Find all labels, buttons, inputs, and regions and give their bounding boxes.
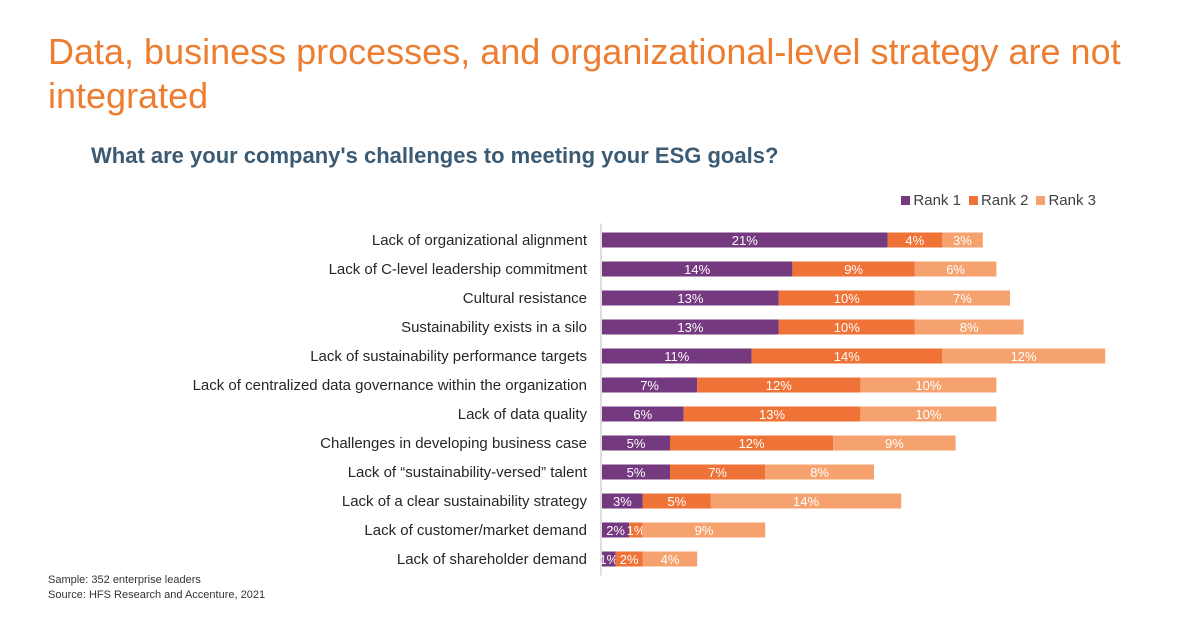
bar-rank-3-sustainability-exists-in-a-silo (914, 319, 1024, 335)
bar-rank-1-lack-of-shareholder-demand (602, 551, 616, 567)
bar-rank-3-lack-of-shareholder-demand (642, 551, 698, 567)
data-label-rank-2-lack-of-sustainability-versed-talent: 7% (708, 465, 727, 480)
legend-label-rank-1: Rank 1 (913, 192, 961, 209)
category-label-lack-of-a-clear-sustainability-strategy: Lack of a clear sustainability strategy (342, 493, 588, 510)
bar-rank-3-challenges-in-developing-business-case (833, 435, 956, 451)
bar-rank-3-lack-of-data-quality (860, 406, 997, 422)
bar-rank-3-lack-of-a-clear-sustainability-strategy (710, 493, 902, 509)
bar-rank-3-lack-of-customer-market-demand (642, 522, 766, 538)
bar-rank-2-challenges-in-developing-business-case (670, 435, 834, 451)
bar-rank-2-cultural-resistance (778, 290, 915, 306)
bar-rank-2-lack-of-organizational-alignment (887, 232, 942, 248)
bar-rank-2-lack-of-shareholder-demand (615, 551, 643, 567)
data-label-rank-3-lack-of-a-clear-sustainability-strategy: 14% (793, 494, 819, 509)
category-label-lack-of-data-quality: Lack of data quality (458, 406, 588, 423)
chart-legend: Rank 1 Rank 2 Rank 3 (901, 192, 1096, 209)
data-label-rank-2-lack-of-data-quality: 13% (759, 407, 785, 422)
data-label-rank-1-challenges-in-developing-business-case: 5% (627, 436, 646, 451)
bar-rank-1-lack-of-sustainability-versed-talent (602, 464, 670, 480)
legend-label-rank-3: Rank 3 (1048, 192, 1096, 209)
bar-rank-3-lack-of-c-level-leadership-commitment (914, 261, 997, 277)
data-label-rank-2-challenges-in-developing-business-case: 12% (739, 436, 765, 451)
data-label-rank-3-lack-of-sustainability-versed-talent: 8% (810, 465, 829, 480)
data-label-rank-3-lack-of-sustainability-performance-targets: 12% (1011, 349, 1037, 364)
data-label-rank-2-lack-of-a-clear-sustainability-strategy: 5% (667, 494, 686, 509)
data-label-rank-3-sustainability-exists-in-a-silo: 8% (960, 320, 979, 335)
bar-rank-2-lack-of-data-quality (683, 406, 861, 422)
bar-rank-1-lack-of-c-level-leadership-commitment (602, 261, 793, 277)
legend-swatch-rank-2 (968, 196, 978, 205)
chart-subtitle: What are your company's challenges to me… (91, 143, 779, 168)
data-label-rank-3-lack-of-centralized-data-governance-within-the-organization: 10% (915, 378, 941, 393)
bar-rank-1-sustainability-exists-in-a-silo (602, 319, 779, 335)
bar-rank-1-lack-of-data-quality (602, 406, 684, 422)
data-label-rank-3-lack-of-customer-market-demand: 9% (695, 523, 714, 538)
category-label-lack-of-shareholder-demand: Lack of shareholder demand (397, 551, 587, 568)
bar-rank-2-lack-of-c-level-leadership-commitment (792, 261, 915, 277)
bar-rank-2-lack-of-centralized-data-governance-within-the-organization (697, 377, 861, 393)
data-label-rank-2-lack-of-centralized-data-governance-within-the-organization: 12% (766, 378, 792, 393)
data-label-rank-1-lack-of-data-quality: 6% (633, 407, 652, 422)
sample-note: Sample: 352 enterprise leaders (48, 574, 201, 586)
bar-rank-2-lack-of-customer-market-demand (629, 522, 643, 538)
legend-swatch-rank-3 (1036, 196, 1046, 205)
category-label-lack-of-sustainability-versed-talent: Lack of “sustainability-versed” talent (348, 464, 588, 481)
legend-item-rank-2: Rank 2 (968, 192, 1029, 209)
bar-rank-2-lack-of-a-clear-sustainability-strategy (642, 493, 711, 509)
data-label-rank-1-cultural-resistance: 13% (677, 291, 703, 306)
bar-rank-2-lack-of-sustainability-versed-talent (670, 464, 766, 480)
bar-rank-1-lack-of-customer-market-demand (602, 522, 630, 538)
category-label-lack-of-sustainability-performance-targets: Lack of sustainability performance targe… (310, 348, 587, 365)
data-label-rank-2-cultural-resistance: 10% (834, 291, 860, 306)
data-label-rank-2-lack-of-customer-market-demand: 1% (627, 523, 646, 538)
data-label-rank-3-lack-of-data-quality: 10% (915, 407, 941, 422)
category-label-lack-of-centralized-data-governance-within-the-organization: Lack of centralized data governance with… (193, 377, 587, 394)
data-label-rank-3-lack-of-shareholder-demand: 4% (661, 552, 680, 567)
data-label-rank-1-lack-of-customer-market-demand: 2% (606, 523, 625, 538)
bar-rank-1-lack-of-organizational-alignment (602, 232, 888, 248)
data-label-rank-1-lack-of-organizational-alignment: 21% (732, 233, 758, 248)
bar-rank-1-lack-of-a-clear-sustainability-strategy (602, 493, 643, 509)
source-note: Source: HFS Research and Accenture, 2021 (48, 589, 266, 601)
bar-rank-3-lack-of-centralized-data-governance-within-the-organization (860, 377, 997, 393)
category-label-cultural-resistance: Cultural resistance (463, 290, 587, 307)
category-label-lack-of-organizational-alignment: Lack of organizational alignment (372, 232, 588, 249)
data-label-rank-1-lack-of-c-level-leadership-commitment: 14% (684, 262, 710, 277)
bar-rank-1-lack-of-sustainability-performance-targets (602, 348, 752, 364)
data-label-rank-3-lack-of-c-level-leadership-commitment: 6% (946, 262, 965, 277)
bar-rank-1-lack-of-centralized-data-governance-within-the-organization (602, 377, 698, 393)
data-label-rank-2-lack-of-sustainability-performance-targets: 14% (834, 349, 860, 364)
bar-rank-3-lack-of-sustainability-performance-targets (942, 348, 1106, 364)
data-label-rank-2-sustainability-exists-in-a-silo: 10% (834, 320, 860, 335)
legend-item-rank-1: Rank 1 (901, 192, 961, 209)
bar-rank-3-lack-of-sustainability-versed-talent (765, 464, 874, 480)
bar-rank-1-challenges-in-developing-business-case (602, 435, 670, 451)
data-label-rank-1-sustainability-exists-in-a-silo: 13% (677, 320, 703, 335)
bar-rank-2-lack-of-sustainability-performance-targets (751, 348, 942, 364)
data-label-rank-2-lack-of-shareholder-demand: 2% (620, 552, 639, 567)
data-label-rank-3-cultural-resistance: 7% (953, 291, 972, 306)
category-label-lack-of-c-level-leadership-commitment: Lack of C-level leadership commitment (329, 261, 588, 278)
data-label-rank-1-lack-of-shareholder-demand: 1% (599, 552, 618, 567)
data-label-rank-3-challenges-in-developing-business-case: 9% (885, 436, 904, 451)
data-label-rank-2-lack-of-organizational-alignment: 4% (905, 233, 924, 248)
data-label-rank-1-lack-of-a-clear-sustainability-strategy: 3% (613, 494, 632, 509)
data-label-rank-3-lack-of-organizational-alignment: 3% (953, 233, 972, 248)
data-label-rank-1-lack-of-centralized-data-governance-within-the-organization: 7% (640, 378, 659, 393)
page-title: Data, business processes, and organizati… (48, 31, 1121, 116)
bar-rank-3-cultural-resistance (914, 290, 1010, 306)
data-label-rank-1-lack-of-sustainability-versed-talent: 5% (627, 465, 646, 480)
bar-rank-3-lack-of-organizational-alignment (942, 232, 983, 248)
category-label-sustainability-exists-in-a-silo: Sustainability exists in a silo (401, 319, 587, 336)
data-label-rank-2-lack-of-c-level-leadership-commitment: 9% (844, 262, 863, 277)
category-label-lack-of-customer-market-demand: Lack of customer/market demand (364, 522, 587, 539)
bar-rank-2-sustainability-exists-in-a-silo (778, 319, 915, 335)
legend-swatch-rank-1 (901, 196, 911, 205)
legend-item-rank-3: Rank 3 (1036, 192, 1096, 209)
data-label-rank-1-lack-of-sustainability-performance-targets: 11% (664, 349, 689, 364)
bar-rank-1-cultural-resistance (602, 290, 779, 306)
category-label-challenges-in-developing-business-case: Challenges in developing business case (320, 435, 587, 452)
legend-label-rank-2: Rank 2 (980, 192, 1029, 209)
